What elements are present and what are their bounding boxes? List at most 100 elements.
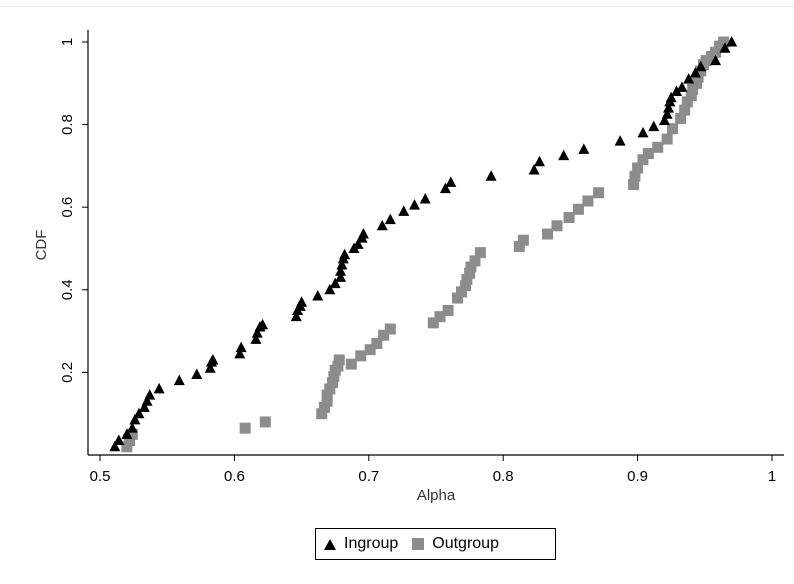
ingroup-point: [676, 81, 688, 92]
y-tick-label: 0.4: [59, 279, 76, 300]
ingroup-point: [384, 213, 396, 225]
outgroup-point: [464, 267, 476, 279]
outgroup-point: [542, 228, 554, 240]
ingroup-point: [710, 54, 722, 66]
y-tick-label: 0.6: [59, 197, 76, 218]
outgroup-point: [126, 428, 138, 440]
outgroup-point: [327, 377, 339, 389]
ingroup-point: [637, 126, 649, 138]
triangle-marker-icon: [324, 538, 336, 550]
x-axis-title: Alpha: [417, 487, 456, 504]
top-border: [0, 6, 794, 7]
ingroup-point: [352, 238, 364, 249]
outgroup-point: [710, 46, 722, 58]
ingroup-point: [726, 36, 738, 47]
outgroup-point: [442, 304, 454, 316]
outgroup-point: [452, 292, 464, 304]
ingroup-point: [126, 422, 138, 433]
y-tick-label: 0.8: [59, 114, 76, 135]
x-tick-label: 0.8: [493, 468, 514, 485]
ingroup-point: [419, 192, 431, 204]
ingroup-point: [257, 318, 269, 330]
ingroup-point: [335, 265, 347, 276]
ingroup-point: [312, 289, 324, 301]
outgroup-point: [632, 162, 644, 174]
ingroup-point: [398, 205, 410, 216]
outgroup-point: [318, 402, 330, 414]
legend-entry-outgroup: Outgroup: [412, 535, 499, 553]
ingroup-point: [113, 434, 125, 446]
ingroup-point: [558, 149, 570, 161]
data-points: [109, 36, 738, 453]
outgroup-point: [355, 350, 367, 362]
ingroup-point: [329, 277, 341, 289]
y-tick-label: 1: [59, 38, 76, 46]
ingroup-point: [109, 440, 121, 452]
legend-label-outgroup: Outgroup: [432, 535, 499, 552]
ingroup-point: [153, 382, 165, 394]
outgroup-point: [121, 441, 133, 453]
outgroup-point: [316, 408, 328, 420]
ingroup-point: [138, 401, 150, 413]
outgroup-point: [681, 96, 693, 108]
outgroup-point: [652, 141, 664, 153]
ingroup-point: [663, 102, 675, 113]
outgroup-point: [582, 195, 594, 207]
outgroup-point: [124, 435, 136, 447]
ingroup-point: [133, 407, 145, 419]
outgroup-point: [384, 323, 396, 335]
x-tick-label: 0.5: [90, 468, 111, 485]
x-tick-label: 0.9: [627, 468, 648, 485]
cdf-scatter-plot: 0.5 0.6 0.7 0.8 0.9 1 0.2 0.4 0.6 0.8 1 Alpha CDF: [33, 30, 784, 504]
outgroup-point: [321, 395, 333, 407]
outgroup-point: [637, 154, 649, 166]
outgroup-point: [667, 123, 679, 135]
ingroup-point: [290, 310, 302, 322]
outgroup-point: [718, 36, 730, 48]
ingroup-point: [335, 271, 347, 282]
ingroup-point: [204, 362, 216, 373]
legend-entry-ingroup: Ingroup: [324, 535, 398, 553]
ingroup-point: [251, 327, 263, 338]
outgroup-point: [321, 389, 333, 401]
outgroup-point: [332, 360, 344, 372]
ingroup-point: [234, 347, 246, 359]
x-tick-label: 0.6: [224, 468, 245, 485]
ingroup-point: [357, 228, 369, 239]
square-marker-icon: [412, 538, 425, 550]
outgroup-point: [691, 77, 703, 89]
ingroup-point: [336, 259, 348, 270]
ingroup-point: [614, 135, 626, 146]
outgroup-point: [679, 104, 691, 116]
ingroup-point: [235, 341, 247, 353]
axes: [87, 30, 784, 456]
ingroup-point: [683, 73, 695, 84]
ingroup-point: [695, 60, 707, 72]
outgroup-point: [239, 422, 251, 434]
outgroup-point: [675, 112, 687, 124]
ingroup-point: [129, 413, 141, 425]
outgroup-point: [469, 255, 481, 267]
outgroup-point: [517, 234, 529, 246]
ingroup-point: [719, 42, 731, 53]
legend: Ingroup Outgroup: [315, 528, 556, 560]
outgroup-point: [364, 344, 376, 356]
ingroup-point: [445, 176, 457, 187]
outgroup-point: [371, 337, 383, 349]
outgroup-point: [333, 354, 345, 366]
outgroup-point: [513, 240, 525, 252]
ingroup-point: [689, 66, 701, 78]
outgroup-point: [572, 203, 584, 215]
ingroup-point: [439, 182, 451, 194]
outgroup-point: [259, 416, 271, 428]
outgroup-point: [461, 273, 473, 285]
outgroup-point: [661, 133, 673, 145]
ingroup-point: [661, 108, 673, 119]
legend-label-ingroup: Ingroup: [344, 535, 399, 552]
outgroup-point: [474, 247, 486, 259]
y-axis-title: CDF: [33, 230, 50, 261]
outgroup-point: [628, 178, 640, 190]
ingroup-point: [408, 199, 420, 210]
ingroup-point: [648, 120, 660, 132]
ingroup-point: [528, 164, 540, 175]
